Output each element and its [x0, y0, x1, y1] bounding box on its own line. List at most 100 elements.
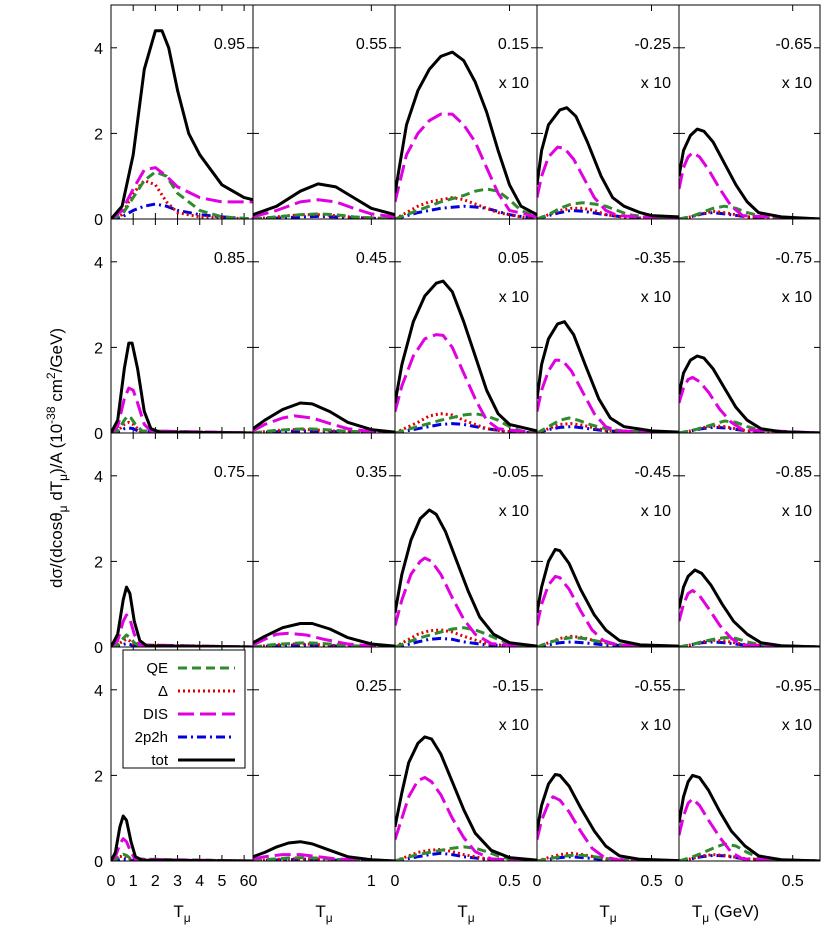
y-axis-label-part: cm: [47, 379, 66, 406]
series-line-DIS: [679, 375, 820, 433]
series-line-QE: [111, 852, 253, 861]
series-line-DIS: [111, 613, 253, 647]
y-tick-label: 2: [94, 554, 103, 571]
panel-12: -0.05 x 10: [394, 432, 538, 648]
series-group: [253, 182, 395, 219]
y-axis-label-sup: 2: [44, 372, 58, 379]
legend-box: [122, 649, 246, 769]
series-line-Delta: [679, 853, 820, 861]
panel-angle-label: 0.55: [356, 36, 387, 53]
series-line-Delta: [537, 634, 679, 647]
panel-5: 0.85 0 2 4: [94, 218, 254, 443]
series-line-Delta: [679, 209, 820, 219]
x-tick-label: 4: [195, 873, 204, 890]
series-line-DIS: [253, 198, 395, 219]
series-line-tot: [537, 773, 679, 861]
panel-angle-label: -0.35: [635, 250, 672, 267]
y-tick-label: 0: [94, 854, 103, 871]
series-line-2p2h: [395, 636, 537, 647]
series-line-tot: [253, 401, 395, 433]
series-line-Delta: [537, 422, 679, 433]
series-group: [111, 585, 253, 647]
panel-angle-label: 0.05: [498, 250, 529, 267]
panel-angle-label: -0.15: [493, 678, 530, 695]
x-tick-label: 6: [240, 873, 249, 890]
panel-angle-label: -0.95: [776, 678, 813, 695]
series-line-QE: [679, 842, 820, 861]
plot-layer: 0.95 0 2 4 0.55 0.15 x 10 -0.25 x 10 -0.65 x 10 0.8…: [94, 4, 821, 871]
panel-angle-label: -0.65: [776, 36, 813, 53]
panel-scale-label: x 10: [641, 289, 671, 306]
legend: QE Δ DIS 2p2h tot: [122, 649, 246, 769]
x-axis-label: Tμ: [173, 902, 190, 925]
series-line-QE: [253, 212, 395, 219]
x-axis-label: Tμ: [315, 902, 332, 925]
y-tick-label: 4: [94, 255, 103, 272]
series-line-DIS: [537, 358, 679, 433]
series-line-Delta: [395, 196, 537, 219]
series-line-QE: [395, 187, 537, 219]
series-line-tot: [253, 622, 395, 647]
series-line-tot: [537, 106, 679, 219]
y-axis-label-part: dT: [47, 481, 66, 506]
series-line-DIS: [679, 797, 820, 861]
panel-frame: [678, 646, 821, 862]
panel-scale-label: x 10: [499, 717, 529, 734]
series-line-DIS: [111, 837, 253, 861]
series-line-DIS: [253, 414, 395, 433]
panel-angle-label: -0.45: [635, 464, 672, 481]
y-tick-label: 4: [94, 469, 103, 486]
series-line-QE: [679, 204, 820, 219]
y-axis-label-sub: μ: [56, 474, 70, 481]
x-tick-label: 2: [151, 873, 160, 890]
series-line-tot: [537, 547, 679, 647]
series-line-QE: [253, 427, 395, 433]
series-line-Delta: [395, 412, 537, 433]
series-line-DIS: [253, 631, 395, 647]
panel-0: 0.95 0 2 4: [94, 4, 254, 229]
x-tick-label: 0: [107, 873, 116, 890]
panel-3: -0.25 x 10: [536, 4, 680, 220]
x-axis-label: Tμ (GeV): [692, 902, 759, 925]
x-tick-label: 1: [367, 873, 376, 890]
series-group: [111, 814, 253, 861]
legend-label: Δ: [158, 683, 168, 700]
series-line-QE: [253, 641, 395, 647]
panel-scale-label: x 10: [782, 75, 812, 92]
panel-8: -0.35 x 10: [536, 218, 680, 434]
panel-scale-label: x 10: [499, 503, 529, 520]
series-group: [395, 50, 537, 219]
panel-6: 0.45: [252, 218, 396, 434]
series-line-QE: [111, 414, 253, 433]
series-line-DIS: [395, 333, 537, 433]
panel-18: -0.55 x 10: [536, 646, 680, 862]
series-line-tot: [253, 182, 395, 217]
y-tick-label: 2: [94, 126, 103, 143]
y-axis-label-part: dσ/(dcosθ: [47, 512, 66, 588]
series-line-tot: [111, 341, 253, 433]
series-group: [111, 29, 253, 219]
panel-angle-label: -0.85: [776, 464, 813, 481]
series-line-tot: [679, 773, 820, 861]
series-line-DIS: [537, 795, 679, 861]
series-line-DIS: [111, 166, 253, 219]
panel-angle-label: -0.05: [493, 464, 530, 481]
panel-scale-label: x 10: [641, 75, 671, 92]
x-tick-label: 0: [249, 873, 258, 890]
series-line-tot: [395, 735, 537, 861]
panel-angle-label: 0.35: [356, 464, 387, 481]
panel-angle-label: -0.25: [635, 36, 672, 53]
series-line-QE: [537, 636, 679, 647]
series-group: [395, 279, 537, 433]
series-line-tot: [395, 50, 537, 217]
panel-9: -0.75 x 10: [678, 218, 821, 434]
series-line-DIS: [679, 589, 820, 647]
x-tick-label: 0.5: [640, 873, 662, 890]
series-line-QE: [253, 856, 395, 861]
y-tick-label: 2: [94, 340, 103, 357]
y-tick-label: 4: [94, 41, 103, 58]
series-line-tot: [537, 320, 679, 433]
series-group: [395, 508, 537, 647]
panel-angle-label: 0.85: [214, 250, 245, 267]
panel-13: -0.45 x 10: [536, 432, 680, 648]
